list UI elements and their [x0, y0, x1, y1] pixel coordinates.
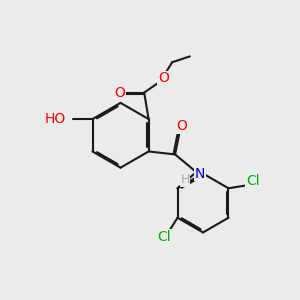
Text: O: O [114, 85, 125, 100]
Text: O: O [158, 71, 169, 85]
Text: O: O [176, 119, 187, 134]
Text: Cl: Cl [158, 230, 171, 244]
Text: H: H [180, 173, 190, 186]
Text: N: N [195, 167, 205, 181]
Text: Cl: Cl [246, 174, 260, 188]
Text: HO: HO [45, 112, 66, 126]
